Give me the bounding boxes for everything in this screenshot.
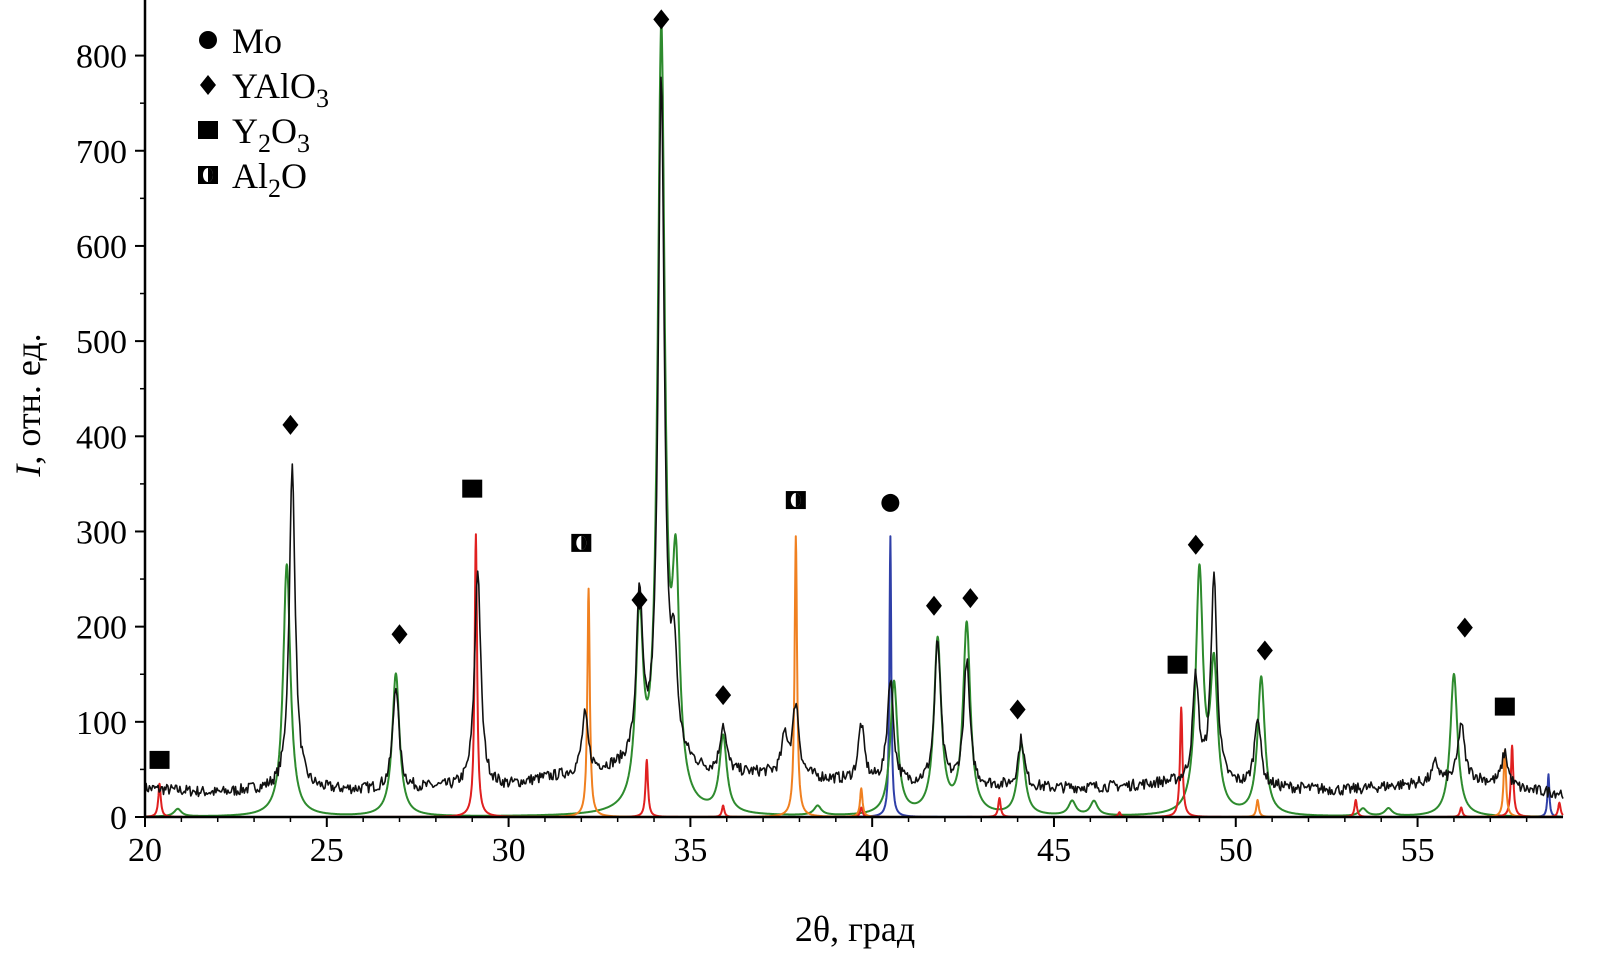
legend-label-y2o3: Y2O3 [232, 111, 310, 158]
marker-y2o3-square [1167, 655, 1188, 674]
marker-y2o3-square [462, 479, 483, 498]
y-tick-label: 800 [76, 39, 127, 76]
legend-marker-half-square-half [208, 168, 213, 182]
marker-yalo3-diamond [962, 588, 979, 609]
phase-markers [149, 9, 1515, 769]
y-tick-label: 100 [76, 705, 127, 742]
marker-y2o3-square [1494, 697, 1515, 716]
marker-mo-circle [881, 493, 900, 512]
series-layer [144, 21, 1564, 818]
marker-yalo3-diamond [391, 624, 408, 645]
x-axis-title: 2θ, град [795, 909, 915, 949]
x-tick-label: 35 [673, 832, 707, 869]
legend-subscript: 2 [268, 174, 281, 203]
x-tick-label: 30 [492, 832, 526, 869]
marker-al2o-half-square-half [795, 493, 801, 508]
x-tick-label: 20 [128, 832, 162, 869]
y-tick-label: 300 [76, 514, 127, 551]
legend-marker-diamond [200, 75, 216, 95]
y-axis-title: I, отн. ед. [8, 333, 48, 477]
marker-yalo3-diamond [1187, 534, 1204, 555]
marker-y2o3-square [149, 750, 170, 769]
legend-subscript: 3 [316, 84, 329, 113]
marker-yalo3-diamond [1456, 617, 1473, 638]
marker-al2o-half-square-half [581, 535, 587, 550]
y-axis-title-rest: , отн. ед. [8, 333, 48, 464]
legend-text-part: Al [232, 156, 268, 196]
series-line-yalo3-1 [144, 21, 1564, 818]
x-tick-label: 50 [1219, 832, 1253, 869]
y-tick-label: 0 [110, 800, 127, 837]
x-tick-label: 45 [1037, 832, 1071, 869]
marker-yalo3-diamond [653, 9, 670, 30]
marker-yalo3-diamond [925, 595, 942, 616]
legend-marker-half-square [198, 166, 218, 184]
x-tick-label: 25 [310, 832, 344, 869]
y-tick-label: 400 [76, 419, 127, 456]
legend-subscript: 2 [258, 129, 271, 158]
x-tick-label: 55 [1401, 832, 1435, 869]
legend-text-part: Mo [232, 21, 282, 61]
legend-marker-square [198, 121, 218, 139]
marker-yalo3-diamond [1256, 640, 1273, 661]
marker-yalo3-diamond [1009, 699, 1026, 720]
series-line-y2o3-2 [144, 533, 1564, 818]
legend-text-part: O [281, 156, 307, 196]
legend-marker-circle [199, 31, 217, 49]
marker-yalo3-diamond [282, 414, 299, 435]
legend-label-mo: Mo [232, 21, 282, 61]
series-line-mo-0 [144, 535, 1564, 818]
marker-al2o-half-square [785, 491, 806, 510]
legend-label-al2o: Al2O [232, 156, 307, 203]
series-line-al2o-3 [144, 535, 1564, 818]
legend-text-part: YAlO [232, 66, 316, 106]
y-tick-label: 700 [76, 134, 127, 171]
y-axis-title-italic: I [8, 463, 48, 478]
marker-al2o-half-square [571, 533, 592, 552]
y-tick-label: 600 [76, 229, 127, 266]
y-tick-label: 200 [76, 610, 127, 647]
legend-label-yalo3: YAlO3 [232, 66, 329, 113]
marker-yalo3-diamond [631, 589, 648, 610]
legend-text-part: O [271, 111, 297, 151]
series-line-pattern-4 [144, 76, 1564, 799]
legend-text-part: Y [232, 111, 258, 151]
legend-subscript: 3 [297, 129, 310, 158]
axes: 20 25 30 35 40 45 50 55 0 100 200 300 400 500 600 700 80… [76, 0, 1563, 869]
marker-yalo3-diamond [715, 685, 732, 706]
x-tick-label: 40 [855, 832, 889, 869]
y-tick-label: 500 [76, 324, 127, 361]
